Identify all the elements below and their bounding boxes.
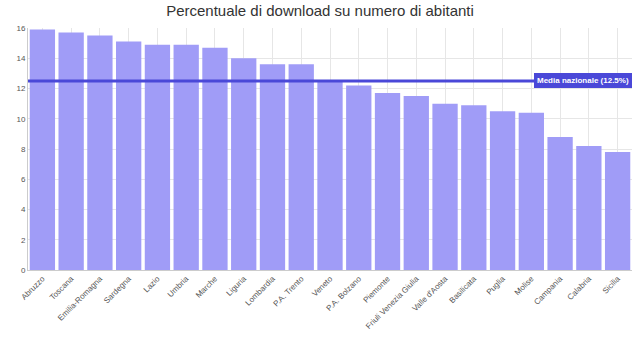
svg-text:Piemonte: Piemonte	[362, 274, 393, 305]
svg-text:Abruzzo: Abruzzo	[19, 274, 47, 302]
svg-text:Umbria: Umbria	[166, 274, 191, 299]
svg-text:P.A. Trento: P.A. Trento	[272, 274, 306, 308]
svg-text:Lombardia: Lombardia	[244, 274, 277, 307]
svg-text:10: 10	[16, 115, 25, 124]
svg-text:Percentuale di download su num: Percentuale di download su numero di abi…	[166, 2, 474, 19]
svg-text:Media nazionale (12.5%): Media nazionale (12.5%)	[537, 76, 629, 85]
svg-text:Puglia: Puglia	[485, 274, 507, 296]
svg-text:Emilia-Romagna: Emilia-Romagna	[56, 274, 105, 323]
svg-text:Calabria: Calabria	[566, 274, 594, 302]
svg-text:6: 6	[21, 175, 26, 184]
svg-text:Lazio: Lazio	[142, 274, 162, 294]
svg-text:12: 12	[16, 84, 25, 93]
svg-text:Marche: Marche	[194, 274, 220, 300]
svg-text:Sardegna: Sardegna	[102, 274, 133, 305]
svg-text:Valle d'Aosta: Valle d'Aosta	[411, 274, 450, 313]
svg-text:0: 0	[21, 266, 26, 275]
svg-text:4: 4	[21, 205, 26, 214]
svg-text:14: 14	[16, 54, 25, 63]
svg-text:2: 2	[21, 236, 26, 245]
svg-text:Liguria: Liguria	[225, 274, 249, 298]
svg-text:Basilicata: Basilicata	[447, 274, 478, 305]
svg-text:P.A. Bolzano: P.A. Bolzano	[325, 274, 364, 313]
svg-text:Campania: Campania	[532, 274, 565, 307]
svg-text:8: 8	[21, 145, 26, 154]
svg-text:16: 16	[16, 24, 25, 33]
svg-text:Veneto: Veneto	[310, 274, 334, 298]
svg-text:Friuli Venezia Giulia: Friuli Venezia Giulia	[364, 274, 421, 331]
svg-text:Toscana: Toscana	[48, 274, 76, 302]
svg-text:Sicilia: Sicilia	[601, 274, 623, 296]
svg-text:Molise: Molise	[513, 274, 536, 297]
